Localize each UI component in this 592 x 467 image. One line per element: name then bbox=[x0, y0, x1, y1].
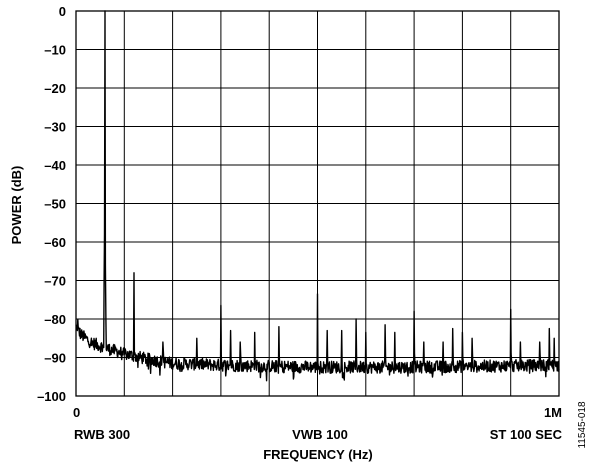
spectrum-trace bbox=[75, 10, 560, 382]
y-tick-label: 0 bbox=[59, 4, 66, 19]
x-tick-labels: 0 1M bbox=[73, 405, 562, 420]
annotation-st: ST 100 SEC bbox=[490, 427, 563, 442]
y-tick-labels: 0 –10 –20 –30 –40 –50 –60 –70 –80 –90 –100 bbox=[37, 4, 66, 404]
figure-id: 11545-018 bbox=[577, 401, 588, 449]
y-tick-label: –60 bbox=[44, 235, 66, 250]
y-axis-title: POWER (dB) bbox=[9, 166, 24, 245]
x-axis-title: FREQUENCY (Hz) bbox=[263, 447, 373, 462]
x-tick-label: 0 bbox=[73, 405, 80, 420]
x-tick-label: 1M bbox=[544, 405, 562, 420]
y-tick-label: –70 bbox=[44, 274, 66, 289]
y-tick-label: –30 bbox=[44, 120, 66, 135]
y-tick-label: –10 bbox=[44, 43, 66, 58]
y-tick-label: –100 bbox=[37, 389, 66, 404]
y-tick-label: –50 bbox=[44, 197, 66, 212]
y-tick-label: –20 bbox=[44, 81, 66, 96]
y-tick-label: –90 bbox=[44, 351, 66, 366]
y-tick-label: –80 bbox=[44, 312, 66, 327]
plot-border bbox=[75, 10, 560, 397]
y-tick-label: –40 bbox=[44, 158, 66, 173]
annotation-rwb: RWB 300 bbox=[74, 427, 130, 442]
annotation-vwb: VWB 100 bbox=[292, 427, 348, 442]
